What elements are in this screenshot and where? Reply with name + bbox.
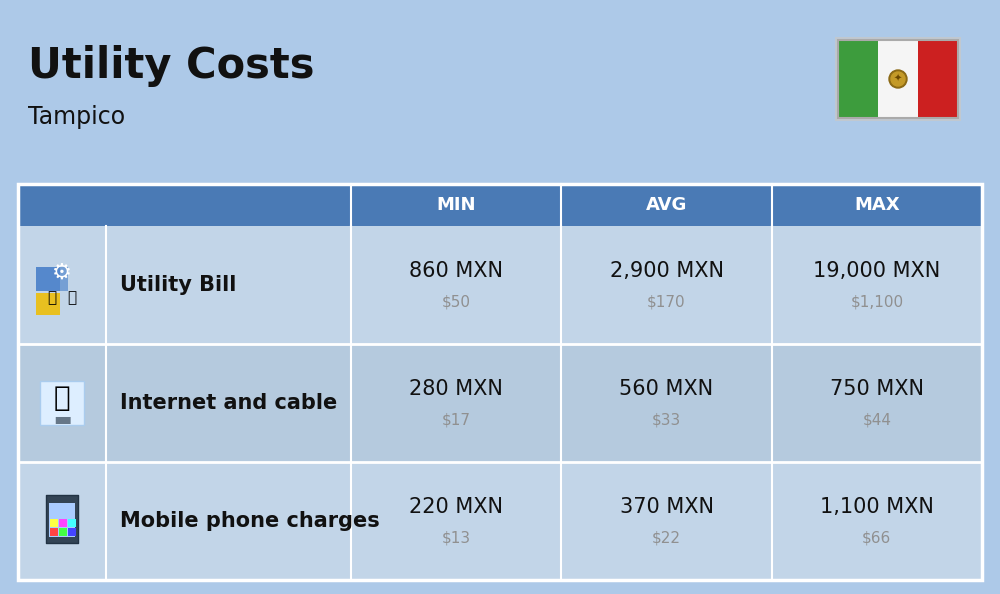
Bar xyxy=(18,226,982,344)
Text: MIN: MIN xyxy=(436,196,476,214)
Bar xyxy=(838,40,958,118)
Text: $50: $50 xyxy=(442,295,471,309)
Bar xyxy=(46,495,78,543)
Text: 💧: 💧 xyxy=(67,290,77,305)
Text: 📶: 📶 xyxy=(54,384,70,412)
Text: 2,900 MXN: 2,900 MXN xyxy=(610,261,724,281)
Text: 560 MXN: 560 MXN xyxy=(619,379,714,399)
Text: $66: $66 xyxy=(862,530,891,545)
Text: Utility Bill: Utility Bill xyxy=(120,275,236,295)
Text: 220 MXN: 220 MXN xyxy=(409,497,503,517)
Text: Internet and cable: Internet and cable xyxy=(120,393,337,413)
Bar xyxy=(50,519,58,527)
Text: $44: $44 xyxy=(862,412,891,428)
Text: 370 MXN: 370 MXN xyxy=(620,497,714,517)
Bar xyxy=(18,344,982,462)
Text: ⚙: ⚙ xyxy=(52,263,72,283)
Bar xyxy=(838,40,878,118)
Text: $33: $33 xyxy=(652,412,681,428)
Text: 🔌: 🔌 xyxy=(47,290,57,305)
Text: 19,000 MXN: 19,000 MXN xyxy=(813,261,940,281)
Bar xyxy=(36,267,60,291)
Text: $170: $170 xyxy=(647,295,686,309)
Bar xyxy=(835,37,961,121)
Text: ✦: ✦ xyxy=(894,74,902,84)
Text: ▬: ▬ xyxy=(53,409,71,428)
Bar xyxy=(59,519,67,527)
Bar xyxy=(44,267,68,291)
Bar xyxy=(50,528,58,536)
Text: 280 MXN: 280 MXN xyxy=(409,379,503,399)
Text: $22: $22 xyxy=(652,530,681,545)
Bar xyxy=(18,184,982,226)
Text: Utility Costs: Utility Costs xyxy=(28,45,314,87)
Circle shape xyxy=(889,70,907,88)
Bar xyxy=(18,184,982,580)
Text: 860 MXN: 860 MXN xyxy=(409,261,503,281)
Bar xyxy=(18,462,982,580)
Text: 750 MXN: 750 MXN xyxy=(830,379,924,399)
Text: $13: $13 xyxy=(442,530,471,545)
Text: $17: $17 xyxy=(442,412,471,428)
Bar xyxy=(49,503,75,537)
Bar xyxy=(40,381,84,425)
Bar xyxy=(918,40,958,118)
Text: $1,100: $1,100 xyxy=(850,295,903,309)
Text: Mobile phone charges: Mobile phone charges xyxy=(120,511,380,531)
Bar xyxy=(59,528,67,536)
Text: MAX: MAX xyxy=(854,196,900,214)
Bar xyxy=(878,40,918,118)
Bar xyxy=(68,528,76,536)
Circle shape xyxy=(891,72,905,86)
Text: AVG: AVG xyxy=(646,196,687,214)
Text: 1,100 MXN: 1,100 MXN xyxy=(820,497,934,517)
Bar xyxy=(36,293,60,315)
Bar xyxy=(68,519,76,527)
Text: Tampico: Tampico xyxy=(28,105,125,129)
